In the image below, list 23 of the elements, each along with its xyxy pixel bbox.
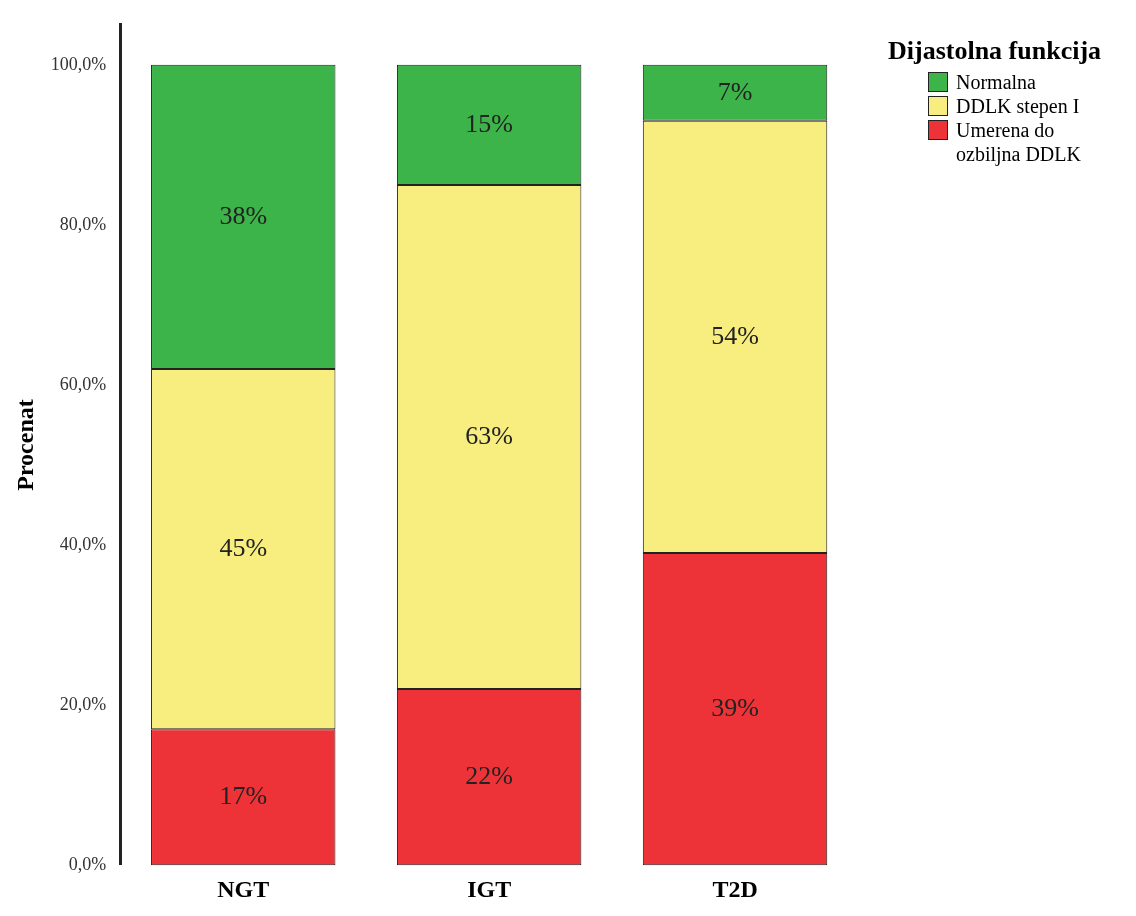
data-label: 54% <box>711 320 759 350</box>
data-label: 7% <box>717 76 753 106</box>
data-label: 15% <box>465 108 513 138</box>
y-tick-label: 60,0% <box>59 373 107 394</box>
legend-label: Normalna <box>956 70 1036 94</box>
x-tick-label: T2D <box>712 875 758 902</box>
legend-title: Dijastolna funkcija <box>888 36 1103 66</box>
legend-label: Umerena do ozbiljna DDLK <box>956 118 1082 166</box>
text: DDLK stepen I <box>956 94 1080 118</box>
y-tick-label: 20,0% <box>59 693 107 714</box>
data-label: 63% <box>465 420 513 450</box>
data-label: 39% <box>711 692 759 722</box>
data-label: 38% <box>219 200 268 230</box>
x-tick-label: IGT <box>467 875 512 902</box>
data-label: 45% <box>219 532 268 562</box>
y-tick-label: 100,0% <box>50 53 107 74</box>
y-tick-label: 80,0% <box>59 213 107 234</box>
y-axis-title: Procenat <box>11 399 38 491</box>
y-tick-label: 0,0% <box>68 853 107 874</box>
data-label: 17% <box>219 781 268 810</box>
x-tick-label: NGT <box>217 875 270 902</box>
data-label: 22% <box>465 760 513 790</box>
y-tick-label: 40,0% <box>59 533 107 554</box>
